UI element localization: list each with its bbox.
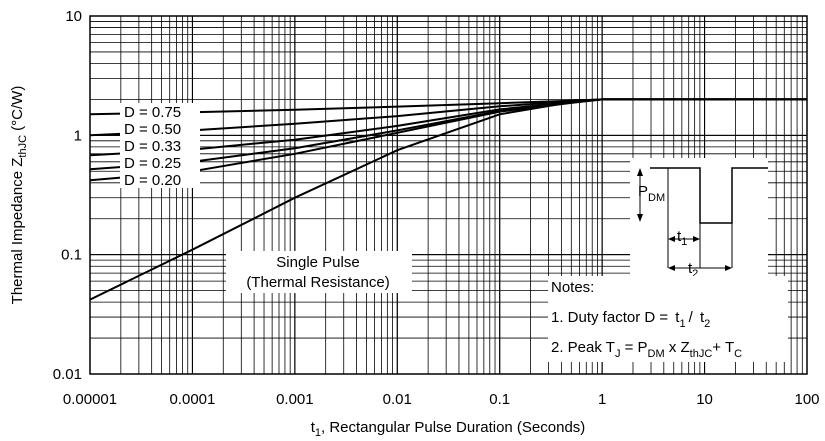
label-d025: D = 0.25 — [124, 155, 181, 172]
pdm-label: PDM — [638, 183, 665, 204]
y-tick-label: 0.1 — [61, 247, 82, 264]
label-single-pulse: Single Pulse — [276, 254, 359, 271]
t2-label: t2 — [688, 260, 698, 280]
y-tick-label: 1 — [74, 127, 82, 144]
x-tick-label: 1 — [598, 391, 606, 408]
x-axis-label: t1, Rectangular Pulse Duration (Seconds) — [311, 419, 586, 439]
y-tick-label: 10 — [65, 8, 82, 25]
note-peak-tj: 2. Peak TJ = PDM x ZthJC+ TC — [551, 339, 742, 360]
plot-frame — [89, 15, 808, 375]
label-d020: D = 0.20 — [124, 172, 181, 189]
curves — [89, 98, 807, 301]
x-tick-label: 10 — [696, 391, 713, 408]
grid — [89, 15, 808, 375]
x-tick-label: 0.01 — [383, 391, 412, 408]
label-d075: D = 0.75 — [124, 104, 181, 121]
x-tick-label: 0.001 — [276, 391, 314, 408]
x-tick-label: 0.00001 — [63, 391, 117, 408]
note-duty-factor: 1. Duty factor D = t1/ t2 — [551, 309, 710, 330]
label-d050: D = 0.50 — [124, 121, 181, 138]
x-tick-label: 0.0001 — [169, 391, 215, 408]
y-tick-labels: 0.01 0.1 1 10 — [53, 8, 82, 383]
label-thermal-resistance: (Thermal Resistance) — [246, 274, 389, 291]
notes-title: Notes: — [551, 279, 594, 296]
pulse-inset: PDM t1 t2 — [630, 158, 768, 280]
x-tick-label: 0.1 — [489, 391, 510, 408]
notes: Notes: 1. Duty factor D = t1/ t2 2. Peak… — [548, 276, 788, 362]
x-tick-label: 100 — [794, 391, 819, 408]
x-tick-labels: 0.00001 0.0001 0.001 0.01 0.1 1 10 100 — [63, 391, 820, 408]
series-line-5 — [89, 98, 807, 301]
pulse-waveform — [650, 167, 768, 224]
label-d033: D = 0.33 — [124, 138, 181, 155]
y-tick-label: 0.01 — [53, 366, 82, 383]
curve-labels: D = 0.75 D = 0.50 D = 0.33 D = 0.25 D = … — [120, 103, 412, 293]
t1-label: t1 — [677, 228, 687, 248]
y-axis-label: Thermal Impedance ZthJC (°C/W) — [9, 86, 29, 305]
